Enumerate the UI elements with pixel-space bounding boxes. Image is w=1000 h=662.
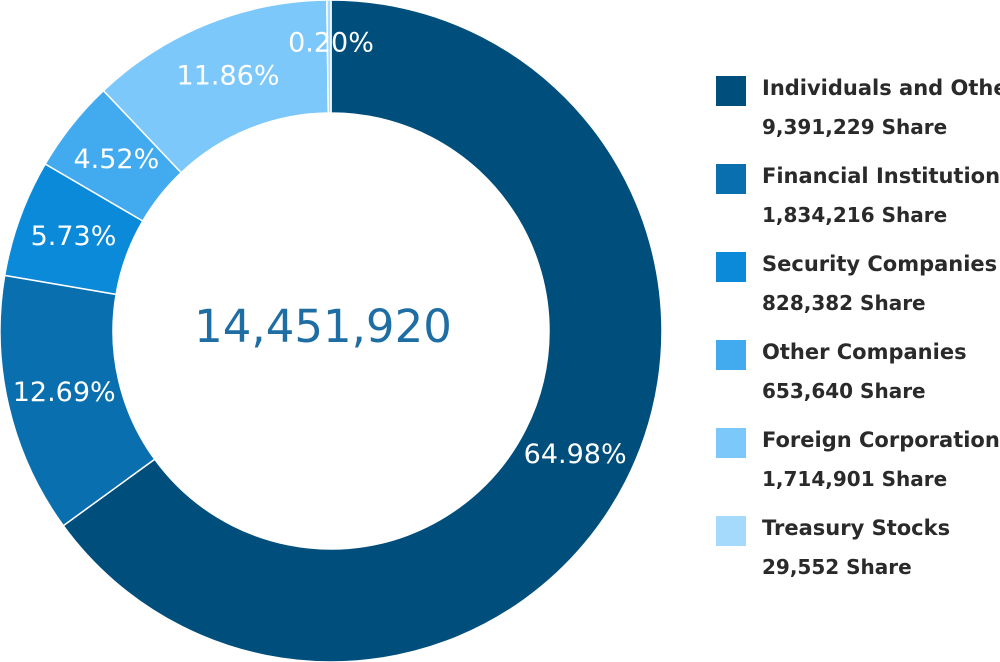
legend: Individuals and Other 9,391,229 Share Fina… bbox=[716, 72, 1000, 600]
slice-label-treasury-stocks: 0.20% bbox=[288, 28, 374, 59]
legend-name: Individuals and Other bbox=[762, 76, 1000, 100]
legend-swatch bbox=[716, 516, 746, 546]
legend-shares: 653,640 Share bbox=[762, 379, 926, 403]
legend-shares: 9,391,229 Share bbox=[762, 115, 948, 139]
slice-label-foreign-corporations: 11.86% bbox=[177, 61, 280, 92]
legend-item-financial-institutions: Financial Institutions 1,834,216 Share bbox=[716, 160, 1000, 248]
slice-label-security-companies: 5.73% bbox=[31, 221, 117, 252]
legend-item-individuals-and-other: Individuals and Other 9,391,229 Share bbox=[716, 72, 1000, 160]
legend-name: Security Companies bbox=[762, 252, 998, 276]
slice-label-other-companies: 4.52% bbox=[73, 144, 159, 175]
legend-shares: 29,552 Share bbox=[762, 555, 912, 579]
legend-item-foreign-corporations: Foreign Corporations 1,714,901 Share bbox=[716, 424, 1000, 512]
slice-group bbox=[0, 0, 663, 662]
legend-swatch bbox=[716, 164, 746, 194]
donut-chart: 64.98% 12.69% 5.73% 4.52% 11.86% 0.20% 14,451… bbox=[0, 0, 663, 662]
legend-item-security-companies: Security Companies 828,382 Share bbox=[716, 248, 1000, 336]
legend-name: Other Companies bbox=[762, 340, 967, 364]
slice-label-group: 64.98% 12.69% 5.73% 4.52% 11.86% 0.20% bbox=[13, 28, 627, 470]
legend-shares: 1,834,216 Share bbox=[762, 203, 948, 227]
legend-swatch bbox=[716, 340, 746, 370]
legend-item-other-companies: Other Companies 653,640 Share bbox=[716, 336, 1000, 424]
legend-name: Financial Institutions bbox=[762, 164, 1000, 188]
legend-shares: 828,382 Share bbox=[762, 291, 926, 315]
slice-treasury-stocks bbox=[326, 0, 332, 114]
center-total-label: 14,451,920 bbox=[194, 300, 452, 353]
legend-name: Foreign Corporations bbox=[762, 428, 1000, 452]
legend-swatch bbox=[716, 76, 746, 106]
slice-individuals-and-other bbox=[62, 0, 663, 662]
slice-label-individuals-and-other: 64.98% bbox=[524, 439, 627, 470]
legend-shares: 1,714,901 Share bbox=[762, 467, 948, 491]
slice-label-financial-institutions: 12.69% bbox=[13, 377, 116, 408]
legend-swatch bbox=[716, 252, 746, 282]
legend-name: Treasury Stocks bbox=[762, 516, 951, 540]
legend-swatch bbox=[716, 428, 746, 458]
legend-item-treasury-stocks: Treasury Stocks 29,552 Share bbox=[716, 512, 1000, 600]
